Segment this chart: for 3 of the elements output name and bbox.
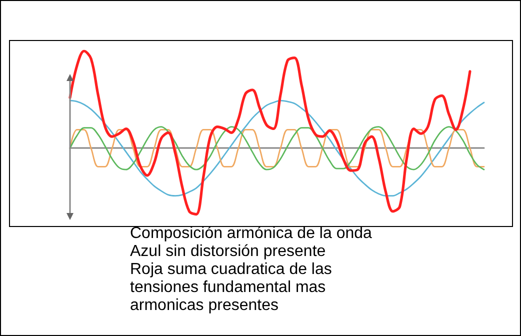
text: Composición armónica de la onda — [130, 225, 373, 243]
text: Roja suma cuadratica de las tensiones fundamental mas armonicas presentes — [130, 261, 333, 315]
text: Azul sin distorsión presente — [130, 243, 327, 261]
